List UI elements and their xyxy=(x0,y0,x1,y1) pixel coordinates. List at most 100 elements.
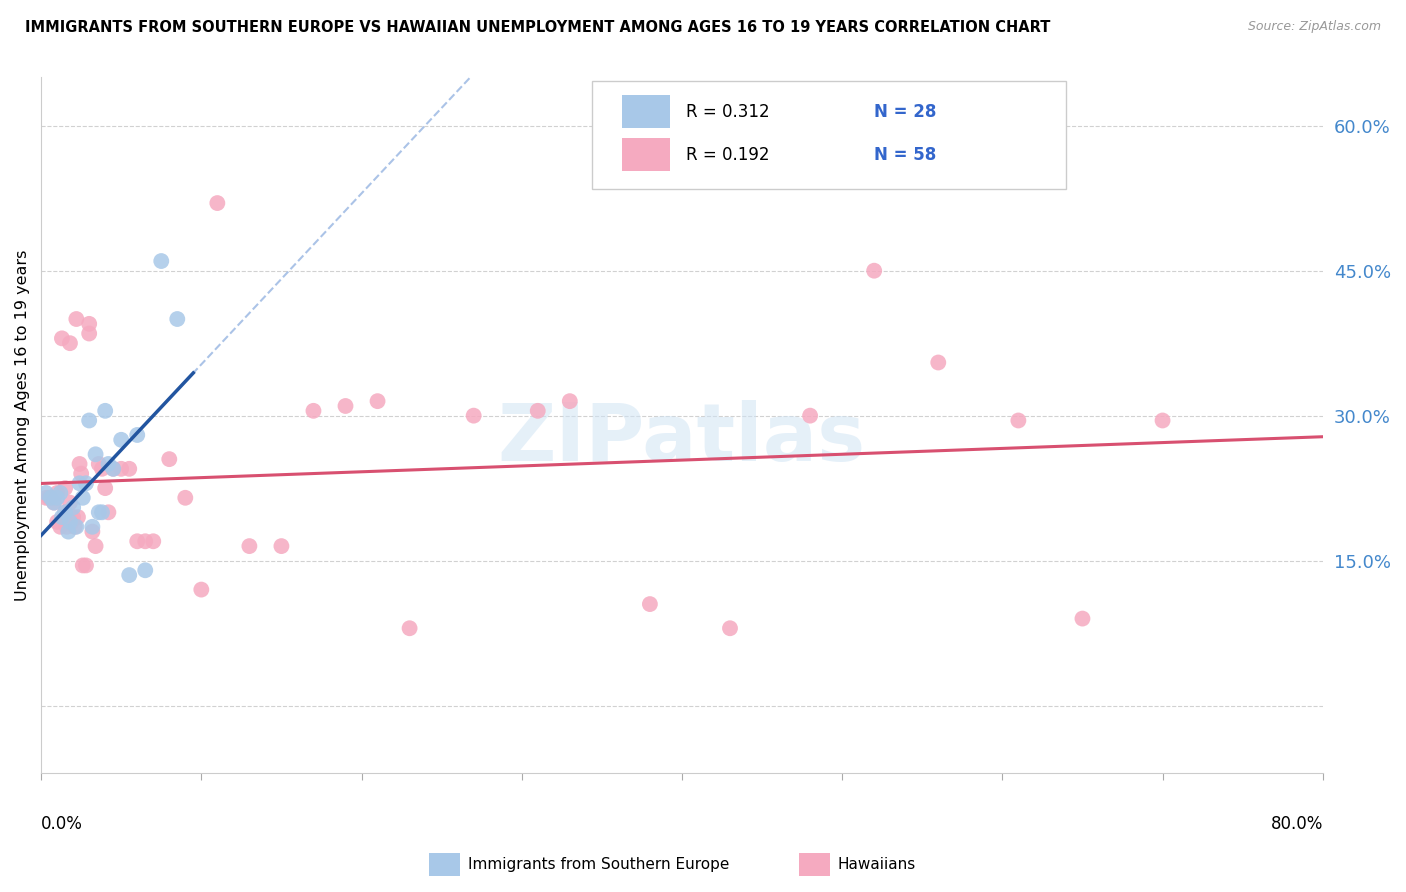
Point xyxy=(127,428,149,442)
Point xyxy=(82,520,104,534)
Text: R = 0.312: R = 0.312 xyxy=(686,103,769,120)
Point xyxy=(53,505,76,519)
Text: N = 58: N = 58 xyxy=(875,145,936,163)
Point xyxy=(150,254,173,268)
Point xyxy=(718,621,741,635)
Point xyxy=(41,491,63,505)
Point xyxy=(526,404,548,418)
Point xyxy=(110,433,132,447)
Point xyxy=(53,505,76,519)
Point xyxy=(51,510,73,524)
Point xyxy=(927,355,949,369)
Point xyxy=(1007,413,1029,427)
Text: Hawaiians: Hawaiians xyxy=(838,857,917,871)
Point xyxy=(127,534,149,549)
Point xyxy=(302,404,325,418)
Point xyxy=(157,452,180,467)
Point xyxy=(72,491,94,505)
Point xyxy=(46,515,69,529)
Point xyxy=(238,539,260,553)
Point xyxy=(66,510,89,524)
Text: ZIPatlas: ZIPatlas xyxy=(498,401,866,478)
Point xyxy=(75,558,97,573)
Text: R = 0.192: R = 0.192 xyxy=(686,145,769,163)
Text: 80.0%: 80.0% xyxy=(1271,815,1323,833)
Point xyxy=(60,515,83,529)
Point xyxy=(35,491,58,505)
Point xyxy=(69,457,91,471)
Point xyxy=(103,462,125,476)
Point xyxy=(59,336,82,351)
Point xyxy=(134,534,156,549)
Point xyxy=(91,462,114,476)
Point xyxy=(46,486,69,500)
Point xyxy=(118,568,141,582)
Point xyxy=(863,263,886,277)
FancyBboxPatch shape xyxy=(592,81,1066,189)
Point xyxy=(46,491,69,505)
Point xyxy=(558,394,581,409)
Point xyxy=(142,534,165,549)
Point xyxy=(77,326,100,341)
Point xyxy=(53,481,76,495)
Point xyxy=(190,582,212,597)
Text: N = 28: N = 28 xyxy=(875,103,936,120)
Point xyxy=(77,413,100,427)
Point xyxy=(94,481,117,495)
Point xyxy=(55,520,77,534)
Point xyxy=(87,505,110,519)
Point xyxy=(52,510,75,524)
Point xyxy=(65,312,87,326)
Point xyxy=(103,462,125,476)
Point xyxy=(63,520,86,534)
Text: 0.0%: 0.0% xyxy=(41,815,83,833)
Point xyxy=(270,539,292,553)
Point xyxy=(49,486,72,500)
Point xyxy=(367,394,389,409)
Point xyxy=(65,520,87,534)
Text: Source: ZipAtlas.com: Source: ZipAtlas.com xyxy=(1247,20,1381,33)
Point xyxy=(51,331,73,345)
Point xyxy=(70,467,93,481)
Point xyxy=(38,491,60,505)
Point xyxy=(84,539,107,553)
Point xyxy=(638,597,661,611)
Point xyxy=(69,476,91,491)
Point xyxy=(77,317,100,331)
Point xyxy=(58,524,80,539)
Point xyxy=(87,457,110,471)
Point xyxy=(62,510,84,524)
Point xyxy=(42,495,65,509)
Text: IMMIGRANTS FROM SOUTHERN EUROPE VS HAWAIIAN UNEMPLOYMENT AMONG AGES 16 TO 19 YEA: IMMIGRANTS FROM SOUTHERN EUROPE VS HAWAI… xyxy=(25,20,1050,35)
Point xyxy=(463,409,485,423)
Text: Immigrants from Southern Europe: Immigrants from Southern Europe xyxy=(468,857,730,871)
Point xyxy=(75,476,97,491)
Point xyxy=(207,196,229,211)
Point xyxy=(59,515,82,529)
Point xyxy=(72,558,94,573)
Point xyxy=(42,495,65,509)
Point xyxy=(97,457,120,471)
Point xyxy=(94,404,117,418)
Point xyxy=(97,505,120,519)
Point xyxy=(174,491,197,505)
Point xyxy=(35,486,58,500)
Point xyxy=(134,563,156,577)
Point xyxy=(82,524,104,539)
Point xyxy=(84,447,107,461)
Point xyxy=(59,495,82,509)
Point xyxy=(398,621,420,635)
Point xyxy=(118,462,141,476)
Point xyxy=(110,462,132,476)
Point xyxy=(799,409,821,423)
Point xyxy=(1071,611,1094,625)
Point xyxy=(39,491,62,505)
Point xyxy=(62,500,84,515)
Point xyxy=(166,312,188,326)
Point xyxy=(49,520,72,534)
Point xyxy=(335,399,357,413)
FancyBboxPatch shape xyxy=(621,138,671,171)
Point xyxy=(91,505,114,519)
Point xyxy=(1152,413,1174,427)
FancyBboxPatch shape xyxy=(621,95,671,128)
